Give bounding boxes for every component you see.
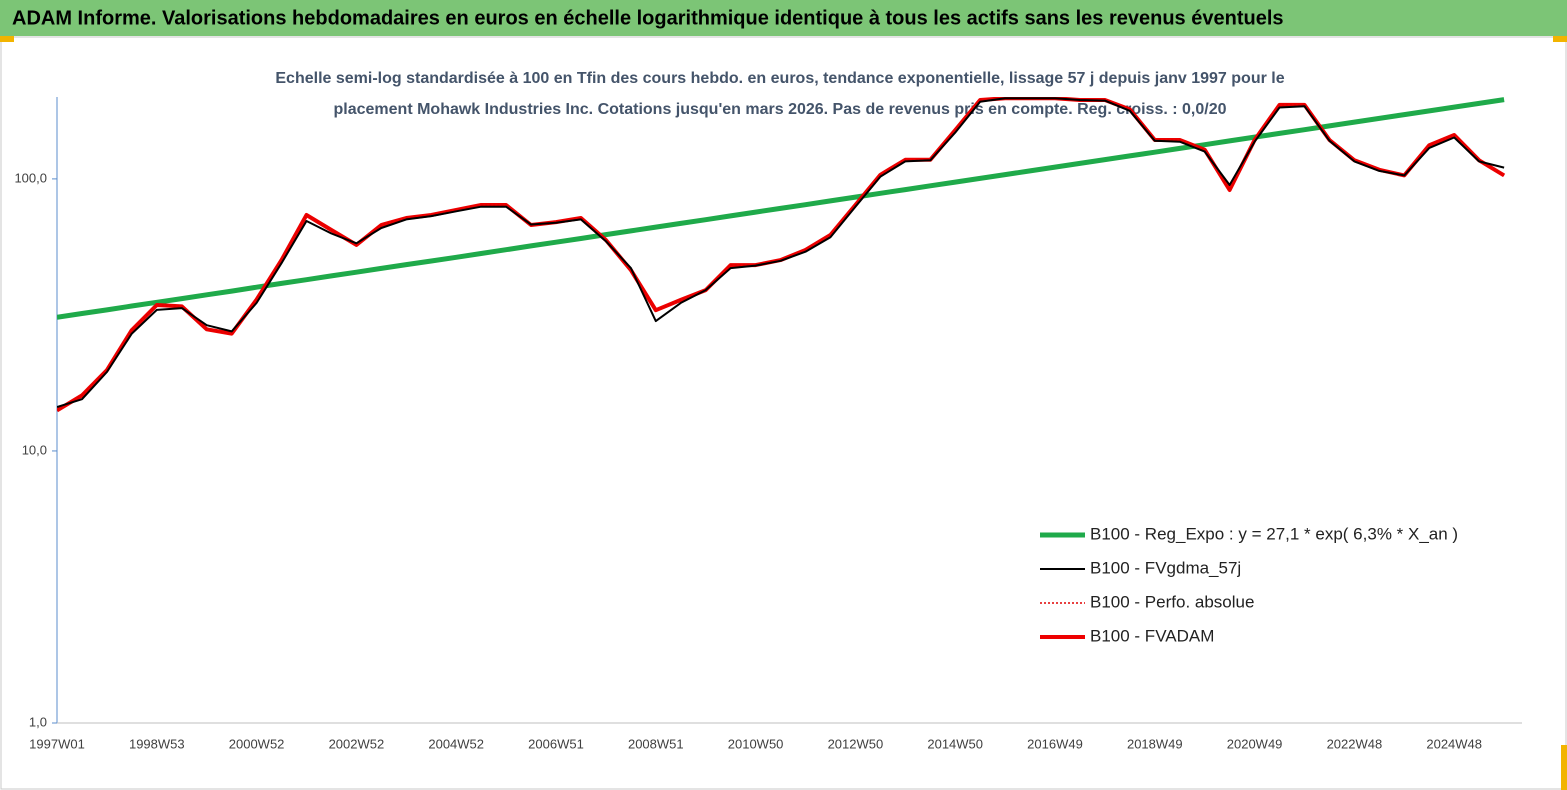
series-line — [57, 97, 1505, 320]
corner-mark — [1553, 36, 1567, 42]
legend-label: B100 - Reg_Expo : y = 27,1 * exp( 6,3% *… — [1090, 524, 1458, 543]
x-tick-label: 2014W50 — [927, 736, 983, 751]
legend-label: B100 - FVgdma_57j — [1090, 558, 1241, 577]
x-tick-label: 2010W50 — [728, 736, 784, 751]
x-tick-label: 2002W52 — [329, 736, 385, 751]
x-tick-label: 1998W53 — [129, 736, 185, 751]
x-tick-label: 2006W51 — [528, 736, 584, 751]
x-tick-label: 2024W48 — [1426, 736, 1482, 751]
x-tick-label: 2018W49 — [1127, 736, 1183, 751]
x-tick-label: 2004W52 — [428, 736, 484, 751]
chart-title: ADAM Informe. Valorisations hebdomadaire… — [12, 7, 1284, 29]
series-line — [57, 97, 1505, 412]
series-line — [57, 97, 1506, 413]
legend-label: B100 - FVADAM — [1090, 626, 1214, 645]
chart-subtitle: Echelle semi-log standardisée à 100 en T… — [275, 70, 1284, 87]
corner-mark — [1561, 745, 1567, 790]
x-tick-label: 2016W49 — [1027, 736, 1083, 751]
x-tick-label: 2012W50 — [828, 736, 884, 751]
plot-area — [57, 97, 1506, 413]
x-tick-label: 2000W52 — [229, 736, 285, 751]
y-tick-label: 1,0 — [29, 714, 47, 729]
x-tick-label: 2020W49 — [1227, 736, 1283, 751]
x-tick-label: 2022W48 — [1327, 736, 1383, 751]
x-tick-label: 2008W51 — [628, 736, 684, 751]
series-line — [57, 97, 1505, 408]
legend-label: B100 - Perfo. absolue — [1090, 592, 1254, 611]
y-tick-label: 10,0 — [22, 442, 47, 457]
corner-mark — [0, 36, 14, 42]
x-tick-label: 1997W01 — [29, 736, 85, 751]
chart-frame — [0, 36, 1567, 790]
chart-subtitle: placement Mohawk Industries Inc. Cotatio… — [334, 101, 1227, 118]
y-tick-label: 100,0 — [14, 170, 47, 185]
header-band — [0, 0, 1567, 36]
